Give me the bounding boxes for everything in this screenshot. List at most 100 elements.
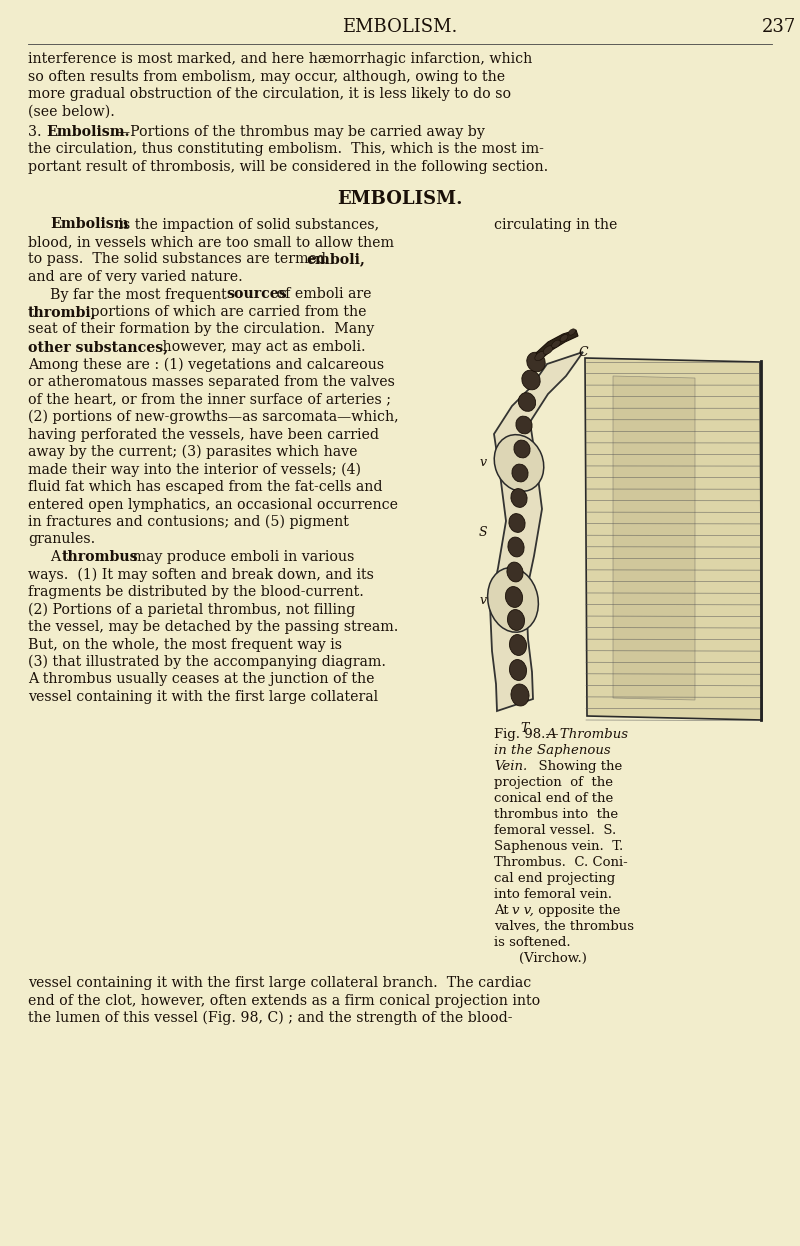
Text: EMBOLISM.: EMBOLISM. xyxy=(342,17,458,36)
Text: to pass.  The solid substances are termed: to pass. The solid substances are termed xyxy=(28,253,330,267)
Text: Embolism: Embolism xyxy=(50,218,129,232)
Text: seat of their formation by the circulation.  Many: seat of their formation by the circulati… xyxy=(28,323,374,336)
Text: Saphenous vein.  T.: Saphenous vein. T. xyxy=(494,840,623,854)
Ellipse shape xyxy=(488,568,538,632)
Text: interference is most marked, and here hæmorrhagic infarction, which: interference is most marked, and here hæ… xyxy=(28,52,532,66)
Text: A Thrombus: A Thrombus xyxy=(546,728,628,741)
Text: But, on the whole, the most frequent way is: But, on the whole, the most frequent way… xyxy=(28,638,342,652)
Ellipse shape xyxy=(511,488,527,507)
Text: valves, the thrombus: valves, the thrombus xyxy=(494,920,634,933)
Text: of the heart, or from the inner surface of arteries ;: of the heart, or from the inner surface … xyxy=(28,392,391,406)
Text: thrombus: thrombus xyxy=(62,549,138,564)
Text: more gradual obstruction of the circulation, it is less likely to do so: more gradual obstruction of the circulat… xyxy=(28,87,511,101)
Text: circulating in the: circulating in the xyxy=(494,218,618,232)
Text: Vein.: Vein. xyxy=(494,760,527,773)
Text: 237: 237 xyxy=(762,17,796,36)
Text: portant result of thrombosis, will be considered in the following section.: portant result of thrombosis, will be co… xyxy=(28,159,548,174)
Text: blood, in vessels which are too small to allow them: blood, in vessels which are too small to… xyxy=(28,235,394,249)
Text: Among these are : (1) vegetations and calcareous: Among these are : (1) vegetations and ca… xyxy=(28,358,384,371)
Text: EMBOLISM.: EMBOLISM. xyxy=(338,189,462,208)
Ellipse shape xyxy=(512,464,528,482)
Text: ways.  (1) It may soften and break down, and its: ways. (1) It may soften and break down, … xyxy=(28,567,374,582)
Polygon shape xyxy=(613,376,695,700)
Ellipse shape xyxy=(516,416,532,434)
Text: v: v xyxy=(480,456,487,468)
Ellipse shape xyxy=(494,435,544,491)
Text: femoral vessel.  S.: femoral vessel. S. xyxy=(494,824,616,837)
Text: conical end of the: conical end of the xyxy=(494,792,614,805)
Text: C: C xyxy=(579,345,589,359)
Text: the lumen of this vessel (Fig. 98, C) ; and the strength of the blood-: the lumen of this vessel (Fig. 98, C) ; … xyxy=(28,1011,513,1025)
Text: (3) that illustrated by the accompanying diagram.: (3) that illustrated by the accompanying… xyxy=(28,655,386,669)
Ellipse shape xyxy=(510,634,526,655)
Text: is the impaction of solid substances,: is the impaction of solid substances, xyxy=(114,218,379,232)
Text: (Virchow.): (Virchow.) xyxy=(519,952,587,964)
Text: may produce emboli in various: may produce emboli in various xyxy=(128,549,354,564)
Text: v v,: v v, xyxy=(512,905,534,917)
Text: fragments be distributed by the blood-current.: fragments be distributed by the blood-cu… xyxy=(28,586,364,599)
Ellipse shape xyxy=(509,513,525,532)
Text: —Portions of the thrombus may be carried away by: —Portions of the thrombus may be carried… xyxy=(116,125,485,140)
Text: the vessel, may be detached by the passing stream.: the vessel, may be detached by the passi… xyxy=(28,621,398,634)
Text: in fractures and contusions; and (5) pigment: in fractures and contusions; and (5) pig… xyxy=(28,515,349,530)
Polygon shape xyxy=(585,358,762,720)
Text: having perforated the vessels, have been carried: having perforated the vessels, have been… xyxy=(28,427,379,441)
Polygon shape xyxy=(490,353,583,711)
Ellipse shape xyxy=(552,340,560,348)
Text: T: T xyxy=(521,721,529,735)
Text: Showing the: Showing the xyxy=(530,760,622,773)
Text: Embolism.: Embolism. xyxy=(46,125,130,140)
Ellipse shape xyxy=(514,440,530,459)
Text: 3.: 3. xyxy=(28,125,46,140)
Ellipse shape xyxy=(507,609,525,630)
Ellipse shape xyxy=(543,345,553,354)
Text: is softened.: is softened. xyxy=(494,936,570,949)
Text: other substances,: other substances, xyxy=(28,340,168,354)
Ellipse shape xyxy=(506,587,522,607)
Text: into femoral vein.: into femoral vein. xyxy=(494,888,612,901)
Ellipse shape xyxy=(535,351,545,360)
Polygon shape xyxy=(536,330,578,360)
Text: entered open lymphatics, an occasional occurrence: entered open lymphatics, an occasional o… xyxy=(28,497,398,512)
Text: sources: sources xyxy=(226,288,286,302)
Ellipse shape xyxy=(522,370,540,390)
Text: however, may act as emboli.: however, may act as emboli. xyxy=(158,340,366,354)
Text: S: S xyxy=(478,526,487,538)
Ellipse shape xyxy=(518,392,536,411)
Text: or atheromatous masses separated from the valves: or atheromatous masses separated from th… xyxy=(28,375,395,389)
Text: (2) portions of new-growths—as sarcomata—which,: (2) portions of new-growths—as sarcomata… xyxy=(28,410,398,425)
Text: By far the most frequent: By far the most frequent xyxy=(50,288,231,302)
Text: fluid fat which has escaped from the fat-cells and: fluid fat which has escaped from the fat… xyxy=(28,480,382,493)
Text: Thrombus.  C. Coni-: Thrombus. C. Coni- xyxy=(494,856,628,868)
Ellipse shape xyxy=(510,659,526,680)
Text: of emboli are: of emboli are xyxy=(272,288,371,302)
Text: cal end projecting: cal end projecting xyxy=(494,872,615,885)
Text: opposite the: opposite the xyxy=(534,905,620,917)
Ellipse shape xyxy=(526,353,546,371)
Text: the circulation, thus constituting embolism.  This, which is the most im-: the circulation, thus constituting embol… xyxy=(28,142,544,157)
Ellipse shape xyxy=(507,562,523,582)
Text: A: A xyxy=(50,549,65,564)
Text: portions of which are carried from the: portions of which are carried from the xyxy=(86,305,366,319)
Text: and are of very varied nature.: and are of very varied nature. xyxy=(28,270,242,284)
Text: made their way into the interior of vessels; (4): made their way into the interior of vess… xyxy=(28,462,361,477)
Ellipse shape xyxy=(569,329,575,335)
Ellipse shape xyxy=(560,334,568,341)
Ellipse shape xyxy=(511,684,529,706)
Text: (2) Portions of a parietal thrombus, not filling: (2) Portions of a parietal thrombus, not… xyxy=(28,603,355,617)
Text: away by the current; (3) parasites which have: away by the current; (3) parasites which… xyxy=(28,445,358,460)
Text: emboli,: emboli, xyxy=(306,253,365,267)
Text: projection  of  the: projection of the xyxy=(494,776,613,789)
Text: vessel containing it with the first large collateral: vessel containing it with the first larg… xyxy=(28,690,378,704)
Text: granules.: granules. xyxy=(28,532,95,547)
Text: thrombus into  the: thrombus into the xyxy=(494,807,618,821)
Text: v: v xyxy=(480,593,487,607)
Text: end of the clot, however, often extends as a firm conical projection into: end of the clot, however, often extends … xyxy=(28,993,540,1008)
Ellipse shape xyxy=(508,537,524,557)
Text: vessel containing it with the first large collateral branch.  The cardiac: vessel containing it with the first larg… xyxy=(28,976,531,991)
Text: At: At xyxy=(494,905,513,917)
Text: so often results from embolism, may occur, although, owing to the: so often results from embolism, may occu… xyxy=(28,70,505,83)
Text: A thrombus usually ceases at the junction of the: A thrombus usually ceases at the junctio… xyxy=(28,673,374,687)
Text: in the Saphenous: in the Saphenous xyxy=(494,744,610,758)
Text: thrombi,: thrombi, xyxy=(28,305,97,319)
